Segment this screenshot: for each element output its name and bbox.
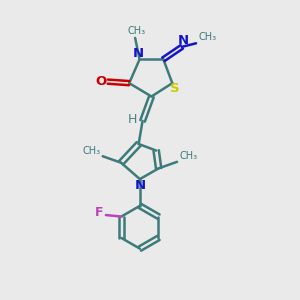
- Text: CH₃: CH₃: [82, 146, 100, 156]
- Text: N: N: [133, 47, 144, 60]
- Text: N: N: [134, 179, 146, 192]
- Text: CH₃: CH₃: [179, 152, 197, 161]
- Text: CH₃: CH₃: [198, 32, 216, 42]
- Text: H: H: [128, 113, 137, 126]
- Text: CH₃: CH₃: [128, 26, 146, 36]
- Text: F: F: [95, 206, 103, 219]
- Text: N: N: [178, 34, 189, 47]
- Text: S: S: [170, 82, 179, 95]
- Text: O: O: [96, 75, 107, 88]
